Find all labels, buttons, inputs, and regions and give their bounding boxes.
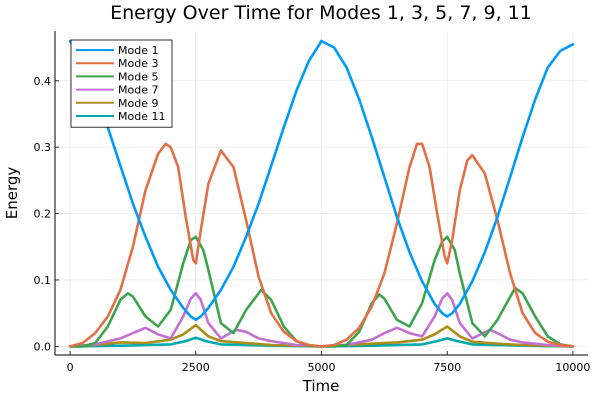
- y-axis-title: Energy: [3, 167, 21, 220]
- y-tick-label: 0.3: [34, 141, 52, 154]
- y-axis-ticks: 0.0 0.1 0.2 0.3 0.4: [34, 75, 59, 353]
- legend-label: Mode 1: [118, 44, 158, 57]
- series-line-mode-1: [68, 39, 575, 322]
- x-axis-title: Time: [302, 377, 340, 395]
- legend-box: [70, 39, 173, 128]
- x-tick-label: 0: [67, 361, 74, 374]
- x-tick-label: 7500: [433, 361, 461, 374]
- chart-title: Energy Over Time for Modes 1, 3, 5, 7, 9…: [110, 2, 532, 24]
- legend-label: Mode 7: [118, 84, 158, 97]
- series-line-mode-3: [68, 142, 575, 348]
- legend-label: Mode 9: [118, 97, 158, 110]
- legend-label: Mode 3: [118, 57, 158, 70]
- y-tick-label: 0.2: [34, 208, 52, 221]
- x-tick-label: 5000: [308, 361, 336, 374]
- y-tick-label: 0.4: [34, 75, 52, 88]
- y-tick-label: 0.1: [34, 274, 52, 287]
- series-lines: [68, 39, 575, 348]
- x-tick-label: 2500: [182, 361, 210, 374]
- legend-label: Mode 11: [118, 110, 165, 123]
- y-tick-label: 0.0: [34, 340, 52, 353]
- x-tick-label: 10000: [555, 361, 590, 374]
- legend-label: Mode 5: [118, 70, 158, 83]
- x-axis-ticks: 0 2500 5000 7500 10000: [67, 351, 590, 374]
